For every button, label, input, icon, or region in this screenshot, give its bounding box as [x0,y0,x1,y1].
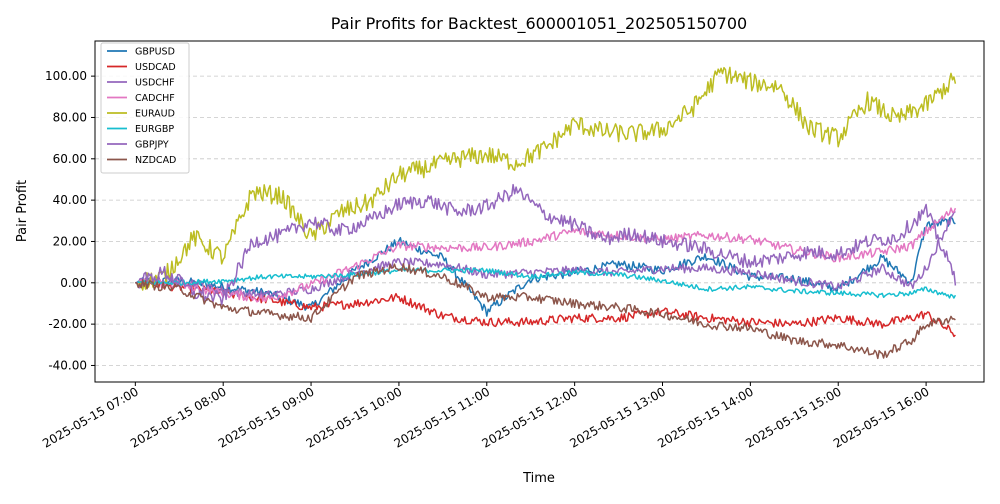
legend-label: USDCAD [135,62,176,73]
series-line-cadchf [135,207,957,303]
y-tick-label: -40.00 [48,358,87,372]
y-axis-label: Pair Profit [15,180,30,242]
legend-label: GBPJPY [135,140,169,151]
series-line-usdchf [135,210,956,300]
y-tick-label: 100.00 [45,69,87,83]
x-tick-label: 2025-05-15 12:00 [479,384,580,450]
plot-frame [94,40,985,383]
y-tick-label: 20.00 [53,234,87,248]
y-tick-label: -20.00 [48,317,87,331]
x-tick-label: 2025-05-15 09:00 [216,384,317,450]
x-tick-label: 2025-05-15 07:00 [40,384,141,450]
legend: GBPUSD USDCAD USDCHF CADCHF EURAUD EURGBP GBPJ… [100,42,190,174]
series-line-eurgbp [135,267,957,299]
x-tick-label: 2025-05-15 13:00 [567,384,668,450]
legend-box [100,42,190,174]
series-line-euraud [135,66,957,291]
legend-label: EURGBP [135,124,174,135]
x-tick-label: 2025-05-15 14:00 [655,384,756,450]
x-axis-label: Time [522,471,555,486]
y-tick-label: 40.00 [53,193,87,207]
legend-label: GBPUSD [135,47,175,58]
chart-title: Pair Profits for Backtest_600001051_2025… [331,14,747,34]
y-tick-label: 80.00 [53,110,87,124]
y-axis: -40.00 -20.00 0.00 20.00 40.00 60.00 80.00 100.… [45,69,95,372]
x-tick-label: 2025-05-15 16:00 [831,384,932,450]
y-tick-label: 0.00 [60,276,87,290]
legend-label: NZDCAD [135,155,176,166]
y-tick-label: 60.00 [53,152,87,166]
series-line-gbpjpy [135,183,957,306]
x-tick-label: 2025-05-15 15:00 [743,384,844,450]
series-layer [135,66,957,360]
x-tick-label: 2025-05-15 10:00 [304,384,405,450]
legend-label: EURAUD [135,109,175,120]
series-line-usdcad [135,279,956,338]
x-tick-label: 2025-05-15 08:00 [128,384,229,450]
legend-label: CADCHF [135,93,175,104]
legend-label: USDCHF [135,78,175,89]
series-line-nzdcad [135,263,956,360]
x-tick-label: 2025-05-15 11:00 [392,384,493,450]
